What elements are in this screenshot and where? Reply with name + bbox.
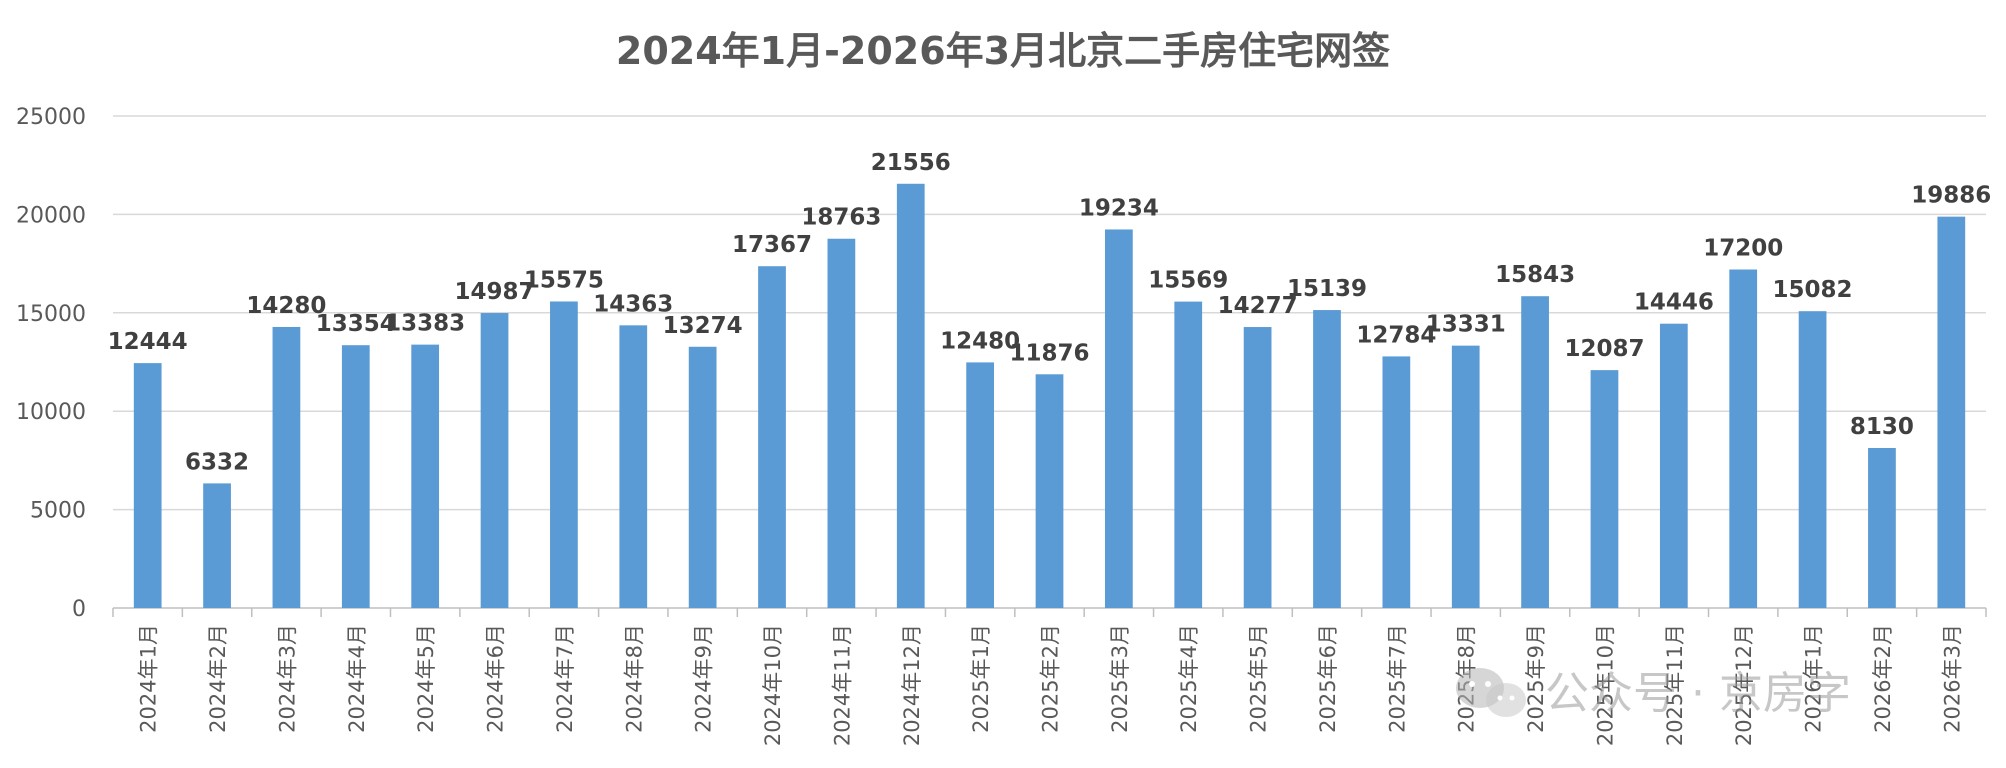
x-tick-label: 2025年2月 — [1039, 624, 1063, 733]
bar — [827, 238, 856, 609]
data-label: 13383 — [385, 311, 465, 337]
x-tick-label: 2025年4月 — [1177, 624, 1201, 733]
x-tick-label: 2024年9月 — [692, 624, 716, 733]
bar — [1868, 448, 1896, 608]
watermark-text: 公众号 · 京房字 — [1545, 668, 1851, 719]
bar — [272, 326, 301, 608]
y-tick-label: 0 — [72, 597, 86, 622]
y-tick-label: 10000 — [16, 400, 86, 425]
x-tick-label: 2025年6月 — [1316, 624, 1340, 733]
bar — [758, 266, 786, 608]
x-axis: 2024年1月 2024年2月 2024年3月 2024年4月 2024年5月 2024年… — [112, 608, 1987, 746]
data-label: 15082 — [1773, 277, 1853, 303]
bars — [133, 183, 1966, 609]
bar — [966, 362, 995, 608]
data-label: 18763 — [801, 205, 881, 231]
bar — [1382, 356, 1411, 608]
x-tick-label: 2025年9月 — [1524, 624, 1548, 733]
bar — [411, 344, 440, 608]
x-tick-label: 2024年2月 — [206, 624, 230, 733]
data-label: 21556 — [871, 150, 951, 176]
bar — [1937, 216, 1966, 608]
bar — [1729, 269, 1758, 608]
bar — [1313, 310, 1341, 608]
data-label: 14446 — [1634, 290, 1714, 316]
data-label: 14987 — [455, 279, 535, 305]
bar — [896, 183, 925, 608]
data-label: 17367 — [732, 232, 812, 258]
x-tick-label: 2024年8月 — [622, 624, 646, 733]
x-tick-label: 2026年3月 — [1940, 624, 1964, 733]
bar — [133, 363, 162, 608]
bar — [1798, 311, 1827, 608]
bar — [1659, 323, 1688, 608]
x-tick-label: 2026年1月 — [1802, 624, 1826, 733]
data-label: 8130 — [1850, 414, 1914, 440]
data-label: 15569 — [1148, 268, 1228, 294]
data-label: 12480 — [940, 328, 1020, 354]
bar — [688, 346, 717, 608]
y-axis: 0 5000 10000 15000 20000 25000 — [16, 105, 86, 622]
y-tick-label: 5000 — [30, 499, 86, 524]
x-tick-label: 2025年11月 — [1663, 624, 1687, 746]
data-label: 13331 — [1426, 312, 1506, 338]
x-tick-label: 2024年10月 — [761, 624, 785, 746]
x-tick-label: 2024年5月 — [414, 624, 438, 733]
x-tick-label: 2024年6月 — [484, 624, 508, 733]
data-label: 6332 — [185, 449, 249, 475]
data-label: 17200 — [1703, 236, 1783, 262]
data-label: 11876 — [1009, 340, 1089, 366]
bar — [1521, 296, 1549, 608]
bar — [203, 483, 231, 608]
y-tick-label: 20000 — [16, 203, 86, 228]
y-tick-label: 25000 — [16, 105, 86, 130]
x-tick-label: 2024年1月 — [137, 624, 161, 733]
data-label: 19234 — [1079, 195, 1159, 221]
data-label: 12784 — [1356, 322, 1436, 348]
bar — [1590, 370, 1619, 608]
bar — [1035, 374, 1064, 608]
bar — [1243, 327, 1272, 608]
bar — [1174, 301, 1203, 608]
data-label: 12444 — [108, 329, 188, 355]
x-tick-label: 2025年5月 — [1247, 624, 1271, 733]
data-label: 14280 — [246, 293, 326, 319]
x-tick-label: 2024年7月 — [553, 624, 577, 733]
data-labels: 1244463321428013354133831498715575143631… — [108, 150, 1992, 476]
data-label: 13274 — [663, 313, 743, 339]
data-label: 15575 — [524, 267, 604, 293]
x-tick-label: 2026年2月 — [1871, 624, 1895, 733]
bar — [341, 345, 370, 608]
y-tick-label: 15000 — [16, 302, 86, 327]
x-tick-label: 2024年11月 — [830, 624, 854, 746]
data-label: 14363 — [593, 291, 673, 317]
x-tick-label: 2025年1月 — [969, 624, 993, 733]
bar — [1451, 345, 1480, 608]
x-tick-label: 2024年4月 — [345, 624, 369, 733]
x-tick-label: 2025年10月 — [1593, 624, 1617, 746]
x-tick-label: 2024年12月 — [900, 624, 924, 746]
x-tick-label: 2025年12月 — [1732, 624, 1756, 746]
bar — [619, 325, 648, 608]
data-label: 15843 — [1495, 262, 1575, 288]
x-tick-label: 2025年7月 — [1385, 624, 1409, 733]
x-tick-label: 2025年3月 — [1108, 624, 1132, 733]
data-label: 14277 — [1218, 293, 1298, 319]
chart-title: 2024年1月-2026年3月北京二手房住宅网签 — [616, 29, 1390, 73]
bar — [480, 313, 509, 608]
bar — [550, 301, 578, 608]
data-label: 13354 — [316, 311, 396, 337]
data-label: 12087 — [1564, 336, 1644, 362]
bar — [1104, 229, 1133, 608]
data-label: 15139 — [1287, 276, 1367, 302]
wechat-icon — [1456, 668, 1526, 717]
data-label: 19886 — [1911, 183, 1991, 209]
watermark: 公众号 · 京房字 — [1456, 668, 1851, 719]
x-tick-label: 2024年3月 — [275, 624, 299, 733]
